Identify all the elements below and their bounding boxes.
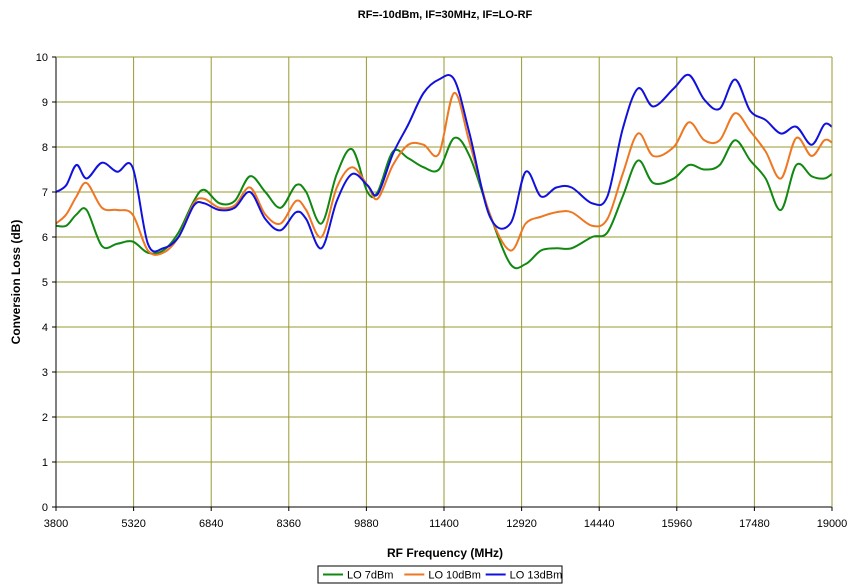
x-tick-label: 12920 <box>506 518 537 530</box>
legend-label-lo-7dbm: LO 7dBm <box>347 570 393 582</box>
y-tick-label: 7 <box>42 187 48 199</box>
x-tick-label: 14440 <box>584 518 615 530</box>
x-tick-label: 8360 <box>277 518 301 530</box>
x-tick-label: 5320 <box>121 518 145 530</box>
y-tick-label: 8 <box>42 142 48 154</box>
x-tick-label: 15960 <box>662 518 693 530</box>
y-tick-label: 2 <box>42 412 48 424</box>
y-tick-label: 9 <box>42 97 48 109</box>
legend-label-lo-10dbm: LO 10dBm <box>428 570 481 582</box>
tick-labels: 0 1 2 3 4 5 6 7 8 9 10 3800 5320 6840 8360 9880 11400 129… <box>36 52 848 530</box>
series-lines <box>55 73 833 270</box>
y-tick-label: 10 <box>36 52 48 64</box>
y-axis-label: Conversion Loss (dB) <box>9 220 23 345</box>
series-line-lo-7dbm <box>55 136 833 270</box>
x-axis-label: RF Frequency (MHz) <box>387 546 503 560</box>
x-tick-label: 6840 <box>199 518 223 530</box>
y-tick-label: 6 <box>42 232 48 244</box>
x-tick-label: 17480 <box>739 518 770 530</box>
series-line-lo-13dbm <box>55 73 833 253</box>
y-tick-label: 3 <box>42 367 48 379</box>
legend: LO 7dBm LO 10dBm LO 13dBm <box>317 565 563 584</box>
grid <box>56 56 833 507</box>
legend-label-lo-13dbm: LO 13dBm <box>510 570 563 582</box>
y-tick-label: 1 <box>42 457 48 469</box>
x-tick-label: 11400 <box>429 518 459 530</box>
y-tick-label: 4 <box>42 322 48 334</box>
x-tick-label: 9880 <box>354 518 378 530</box>
x-tick-label: 3800 <box>44 518 68 530</box>
x-tick-label: 19000 <box>817 518 848 530</box>
axes <box>52 56 833 511</box>
y-tick-label: 5 <box>42 277 48 289</box>
legend-box <box>317 565 563 584</box>
y-tick-label: 0 <box>42 502 48 514</box>
chart-title: RF=-10dBm, IF=30MHz, IF=LO-RF <box>358 9 533 21</box>
